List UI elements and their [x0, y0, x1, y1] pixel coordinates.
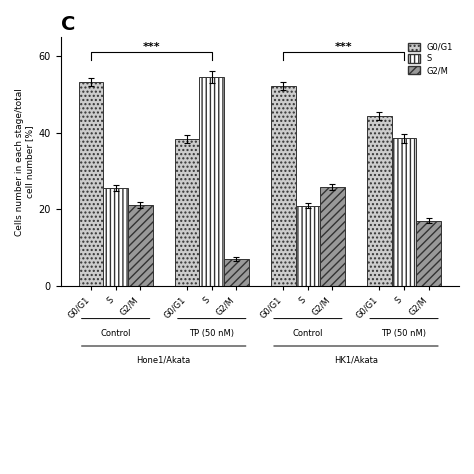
Bar	[200, 77, 224, 286]
Text: HK1/Akata: HK1/Akata	[334, 356, 378, 365]
Text: ***: ***	[335, 42, 353, 52]
Bar	[296, 206, 320, 286]
Bar	[175, 139, 200, 286]
Bar	[224, 259, 249, 286]
Bar	[103, 188, 128, 286]
Text: ***: ***	[143, 42, 160, 52]
Bar	[128, 205, 153, 286]
Bar	[392, 138, 416, 286]
Legend: G0/G1, S, G2/M: G0/G1, S, G2/M	[406, 41, 455, 77]
Bar	[320, 187, 345, 286]
Text: TP (50 nM): TP (50 nM)	[382, 328, 427, 337]
Y-axis label: Cells number in each stage/total
cell number [%]: Cells number in each stage/total cell nu…	[15, 88, 35, 236]
Text: C: C	[61, 15, 75, 34]
Text: Control: Control	[100, 328, 131, 337]
Text: TP (50 nM): TP (50 nM)	[189, 328, 234, 337]
Text: Control: Control	[292, 328, 323, 337]
Bar	[416, 220, 441, 286]
Bar	[367, 116, 392, 286]
Bar	[79, 82, 103, 286]
Text: Hone1/Akata: Hone1/Akata	[137, 356, 191, 365]
Bar	[271, 86, 296, 286]
